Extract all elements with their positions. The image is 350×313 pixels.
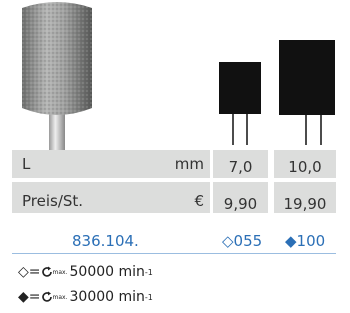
equals: = [29,289,41,305]
row-label: Preis/St. € [12,182,210,213]
label: L [22,155,30,173]
speed: 30000 min [70,289,145,305]
footnote: ◆= max.30000 min-1 [18,289,153,305]
code: 055 [234,232,263,250]
order-number: 836.104. [72,232,139,250]
superscript: -1 [145,293,153,302]
footnote: ◇= max.50000 min-1 [18,264,153,280]
equals: = [29,264,41,280]
product-illustration [0,0,350,150]
speed: 50000 min [70,264,145,280]
order-option: ◆100 [285,232,325,250]
unit: € [194,192,204,210]
catalog-entry: Lmm 7,0 10,0 Preis/St. € 9,90 19,90 836.1… [0,0,350,313]
label: Preis/St. [22,192,83,210]
value: 10,0 [274,150,336,178]
symbol: ◇ [18,264,29,280]
value: 19,90 [274,182,336,213]
value: 7,0 [213,150,268,178]
rotation-icon [41,266,53,278]
size-square-small [219,62,261,114]
code: 100 [297,232,326,250]
value: 9,90 [213,182,268,213]
unit: mm [175,155,204,173]
symbol: ◇ [222,232,234,250]
superscript: -1 [145,268,153,277]
subscript: max. [53,269,68,276]
order-option: ◇055 [222,232,262,250]
symbol: ◆ [285,232,297,250]
rotation-icon [41,291,53,303]
divider [12,253,336,254]
symbol: ◆ [18,289,29,305]
size-square-large [279,40,335,115]
subscript: max. [53,294,68,301]
bur-texture [22,2,92,115]
